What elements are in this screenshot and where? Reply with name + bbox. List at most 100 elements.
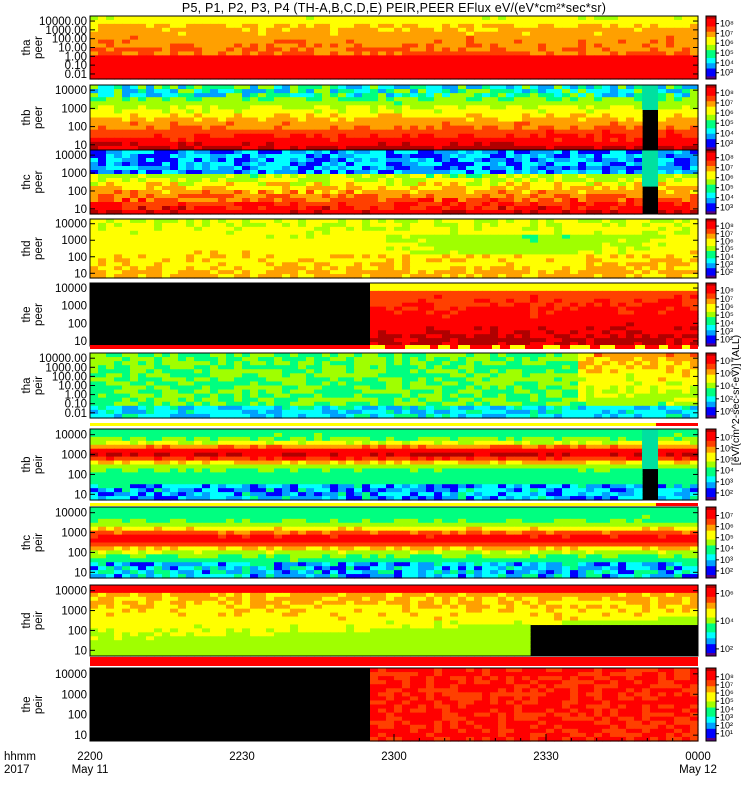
heatmap-cell [354, 27, 363, 33]
heatmap-cell [442, 85, 451, 90]
heatmap-cell [498, 202, 507, 207]
heatmap-cell [234, 145, 243, 151]
heatmap-cell [138, 174, 147, 179]
heatmap-cell [170, 133, 179, 139]
heatmap-cell [650, 174, 659, 179]
heatmap-cell [642, 270, 651, 275]
heatmap-cell [530, 85, 539, 90]
heatmap-cell [530, 198, 539, 203]
heatmap-cell [130, 238, 139, 244]
heatmap-cell [578, 27, 587, 33]
heatmap-cell [458, 190, 467, 195]
heatmap-cell [146, 270, 155, 275]
heatmap-cell [514, 242, 523, 248]
heatmap-cell [634, 202, 643, 207]
heatmap-cell [282, 35, 291, 41]
heatmap-cell [218, 23, 227, 29]
heatmap-cell [362, 121, 371, 127]
heatmap-cell [130, 133, 139, 139]
heatmap-cell [154, 174, 163, 179]
heatmap-cell [642, 274, 651, 279]
heatmap-cell [682, 234, 691, 240]
heatmap-cell [458, 55, 467, 60]
heatmap-cell [146, 47, 155, 53]
heatmap-cell [450, 258, 459, 263]
heatmap-cell [450, 266, 459, 271]
heatmap-cell [586, 145, 595, 151]
heatmap-cell [546, 150, 555, 155]
heatmap-cell [114, 174, 123, 179]
heatmap-cell [274, 35, 283, 41]
heatmap-cell [322, 101, 331, 106]
heatmap-cell [546, 27, 555, 33]
heatmap-cell [130, 31, 139, 37]
heatmap-cell [546, 198, 555, 203]
heatmap-cell [650, 182, 659, 187]
heatmap-cell [458, 174, 467, 179]
heatmap-cell [106, 174, 115, 179]
heatmap-cell [282, 97, 291, 102]
heatmap-cell [114, 85, 123, 90]
heatmap-cell [450, 117, 459, 123]
heatmap-cell [314, 55, 323, 60]
heatmap-cell [578, 121, 587, 127]
heatmap-cell [522, 93, 531, 98]
heatmap-cell [258, 55, 267, 60]
heatmap-cell [154, 206, 163, 211]
heatmap-cell [258, 234, 267, 240]
heatmap-cell [170, 121, 179, 127]
heatmap-cell [514, 59, 523, 64]
heatmap-cell [690, 133, 699, 139]
heatmap-cell [90, 190, 99, 195]
heatmap-cell [666, 234, 675, 240]
heatmap-cell [554, 67, 563, 72]
heatmap-cell [682, 89, 691, 94]
heatmap-cell [106, 250, 115, 255]
heatmap-cell [386, 222, 395, 228]
heatmap-cell [434, 51, 443, 56]
heatmap-cell [202, 101, 211, 106]
heatmap-cell [114, 35, 123, 41]
colorbar-swatch [706, 246, 716, 249]
heatmap-cell [202, 16, 211, 21]
heatmap-cell [218, 75, 227, 80]
heatmap-cell [538, 246, 547, 252]
heatmap-cell [370, 230, 379, 236]
heatmap-cell [450, 75, 459, 80]
heatmap-cell [90, 121, 99, 127]
heatmap-cell [442, 190, 451, 195]
heatmap-cell [402, 117, 411, 123]
heatmap-cell [306, 170, 315, 175]
heatmap-cell [514, 67, 523, 72]
heatmap-cell [106, 145, 115, 151]
heatmap-cell [458, 246, 467, 252]
heatmap-cell [210, 246, 219, 252]
heatmap-cell [642, 19, 651, 25]
heatmap-cell [122, 226, 131, 232]
heatmap-cell [466, 19, 475, 25]
heatmap-cell [658, 133, 667, 139]
heatmap-cell [554, 234, 563, 240]
heatmap-cell [554, 75, 563, 80]
heatmap-cell [442, 219, 451, 224]
heatmap-cell [282, 63, 291, 68]
heatmap-cell [306, 206, 315, 211]
heatmap-cell [642, 219, 651, 224]
heatmap-cell [130, 47, 139, 53]
heatmap-cell [282, 145, 291, 151]
heatmap-cell [210, 258, 219, 263]
heatmap-cell [346, 35, 355, 41]
heatmap-cell [634, 63, 643, 68]
heatmap-cell [466, 246, 475, 252]
heatmap-cell [562, 250, 571, 255]
heatmap-cell [458, 125, 467, 131]
heatmap-cell [378, 27, 387, 33]
heatmap-cell [226, 202, 235, 207]
colorbar-swatch [706, 50, 716, 54]
heatmap-cell [434, 31, 443, 37]
heatmap-cell [642, 27, 651, 33]
heatmap-cell [506, 121, 515, 127]
heatmap-cell [482, 170, 491, 175]
heatmap-cell [138, 258, 147, 263]
heatmap-cell [90, 109, 99, 115]
